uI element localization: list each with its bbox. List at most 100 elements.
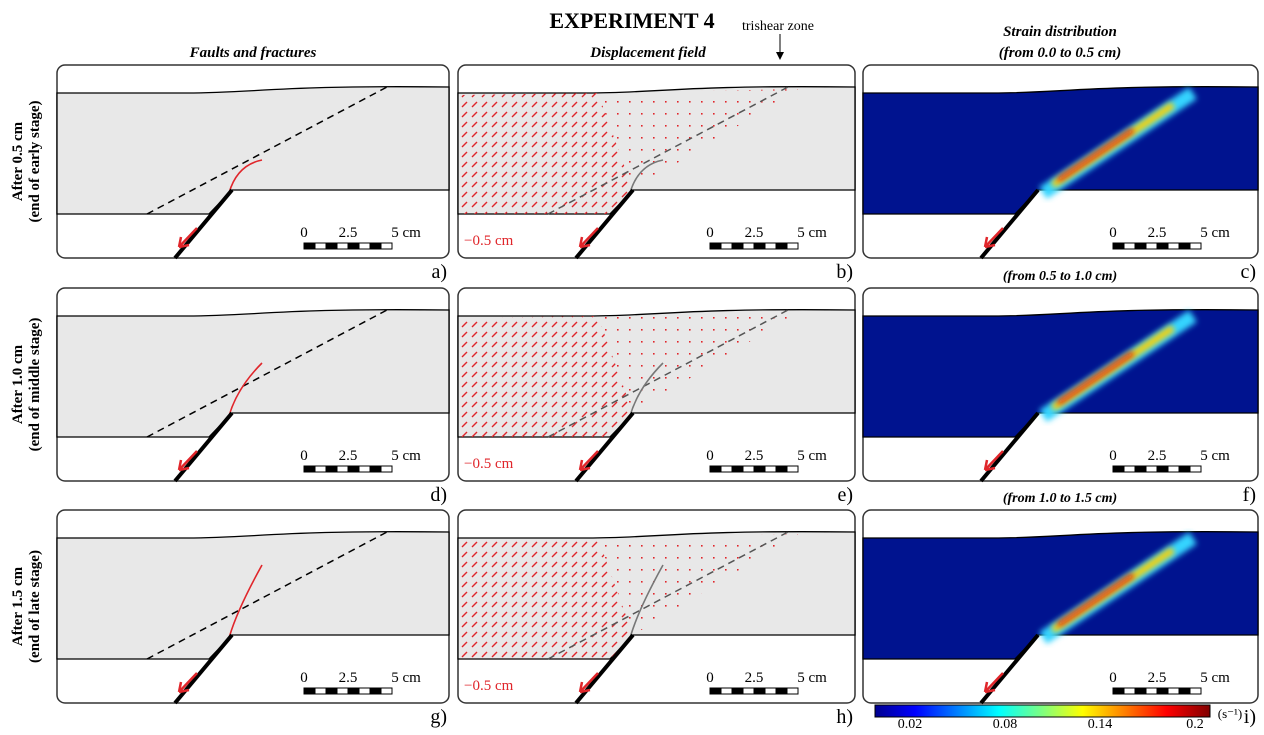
scale-bar-segment <box>1157 688 1168 694</box>
scale-bar-segment <box>1113 688 1124 694</box>
colorbar-label: 0.14 <box>1088 717 1113 730</box>
scale-bar-segment <box>1157 466 1168 472</box>
annotation-arrow <box>776 52 784 60</box>
annotation: trishear zone <box>742 19 814 34</box>
scale-bar-segment <box>326 243 337 249</box>
scale-bar-label: 2.5 <box>745 670 764 686</box>
scale-bar-segment <box>1190 688 1201 694</box>
scale-bar-segment <box>337 688 348 694</box>
scale-bar-segment <box>348 243 359 249</box>
figure: EXPERIMENT 4 Faults and fractures Displa… <box>0 0 1264 730</box>
scale-bar-segment <box>337 466 348 472</box>
scale-bar-segment <box>326 688 337 694</box>
row-sublabel: (end of late stage) <box>27 550 43 663</box>
panel-letter: h) <box>836 706 853 728</box>
scale-bar-label: 0 <box>1109 448 1117 464</box>
scale-bar-label: 2.5 <box>1148 670 1167 686</box>
column-subtitle: (from 0.0 to 0.5 cm) <box>999 45 1121 61</box>
scale-bar-segment <box>1179 466 1190 472</box>
scale-bar-segment <box>1146 466 1157 472</box>
scale-bar-segment <box>370 688 381 694</box>
colorbar-unit: (s⁻¹) <box>1218 706 1242 721</box>
scale-bar-segment <box>359 243 370 249</box>
scale-bar-label: 5 cm <box>797 448 827 464</box>
scale-bar-label: 2.5 <box>745 448 764 464</box>
scale-bar-segment <box>1124 688 1135 694</box>
scale-bar-segment <box>1146 243 1157 249</box>
scale-bar-label: 0 <box>706 670 714 686</box>
scale-bar-segment <box>787 688 798 694</box>
scale-bar-segment <box>776 466 787 472</box>
scale-bar-segment <box>370 243 381 249</box>
scale-bar-segment <box>721 688 732 694</box>
strain-title: (from 0.5 to 1.0 cm) <box>1003 269 1117 284</box>
scale-bar-segment <box>776 688 787 694</box>
scale-bar-label: 2.5 <box>339 670 358 686</box>
colorbar <box>875 705 1210 717</box>
scale-bar-segment <box>315 466 326 472</box>
scale-bar-label: 5 cm <box>391 670 421 686</box>
panel-letter: f) <box>1243 484 1256 506</box>
colorbar-label: 0.08 <box>993 717 1018 730</box>
scale-bar-segment <box>1135 466 1146 472</box>
scale-bar-segment <box>710 243 721 249</box>
scale-bar-segment <box>787 466 798 472</box>
scale-bar-segment <box>1190 243 1201 249</box>
scale-bar-segment <box>1124 466 1135 472</box>
scale-bar-segment <box>754 243 765 249</box>
scale-bar-segment <box>304 466 315 472</box>
scale-bar-segment <box>776 243 787 249</box>
scale-bar-label: 2.5 <box>745 225 764 241</box>
scale-bar-segment <box>765 466 776 472</box>
scale-bar-label: 5 cm <box>1200 670 1230 686</box>
scale-bar-label: 2.5 <box>1148 448 1167 464</box>
scale-bar-segment <box>1179 688 1190 694</box>
scale-bar-label: 0 <box>300 448 308 464</box>
colorbar-label: 0.2 <box>1186 717 1204 730</box>
panel-letter: a) <box>431 261 447 283</box>
scale-bar-label: 2.5 <box>339 448 358 464</box>
scale-bar-segment <box>765 688 776 694</box>
scale-bar-segment <box>710 688 721 694</box>
scale-bar-segment <box>1135 688 1146 694</box>
panel-letter: b) <box>836 261 853 283</box>
scale-bar-segment <box>1135 243 1146 249</box>
column-title: Displacement field <box>589 45 706 61</box>
scale-bar-segment <box>359 466 370 472</box>
displacement-scale: −0.5 cm <box>464 233 514 249</box>
scale-bar-segment <box>304 688 315 694</box>
colorbar-label: 0.02 <box>898 717 923 730</box>
scale-bar-segment <box>743 688 754 694</box>
figure-title: EXPERIMENT 4 <box>549 8 714 33</box>
scale-bar-segment <box>1113 243 1124 249</box>
scale-bar-segment <box>1168 688 1179 694</box>
scale-bar-segment <box>381 466 392 472</box>
scale-bar-segment <box>765 243 776 249</box>
row-sublabel: (end of middle stage) <box>27 318 43 452</box>
scale-bar-segment <box>1168 243 1179 249</box>
scale-bar-label: 0 <box>1109 225 1117 241</box>
displacement-scale: −0.5 cm <box>464 678 514 694</box>
scale-bar-segment <box>743 466 754 472</box>
scale-bar-segment <box>732 688 743 694</box>
scale-bar-segment <box>1146 688 1157 694</box>
row-label: After 0.5 cm <box>10 121 26 201</box>
scale-bar-segment <box>348 466 359 472</box>
scale-bar-segment <box>732 466 743 472</box>
scale-bar-segment <box>315 688 326 694</box>
panel-letter: e) <box>837 484 853 506</box>
scale-bar-segment <box>359 688 370 694</box>
scale-bar-segment <box>326 466 337 472</box>
panel-letter: i) <box>1244 706 1256 728</box>
scale-bar-label: 5 cm <box>391 448 421 464</box>
scale-bar-segment <box>1179 243 1190 249</box>
scale-bar-label: 0 <box>300 670 308 686</box>
row-sublabel: (end of early stage) <box>27 100 43 222</box>
column-title: Strain distribution <box>1003 24 1117 40</box>
scale-bar-label: 2.5 <box>339 225 358 241</box>
row-label: After 1.5 cm <box>10 566 26 646</box>
scale-bar-segment <box>381 688 392 694</box>
scale-bar-segment <box>348 688 359 694</box>
scale-bar-segment <box>304 243 315 249</box>
scale-bar-segment <box>1113 466 1124 472</box>
